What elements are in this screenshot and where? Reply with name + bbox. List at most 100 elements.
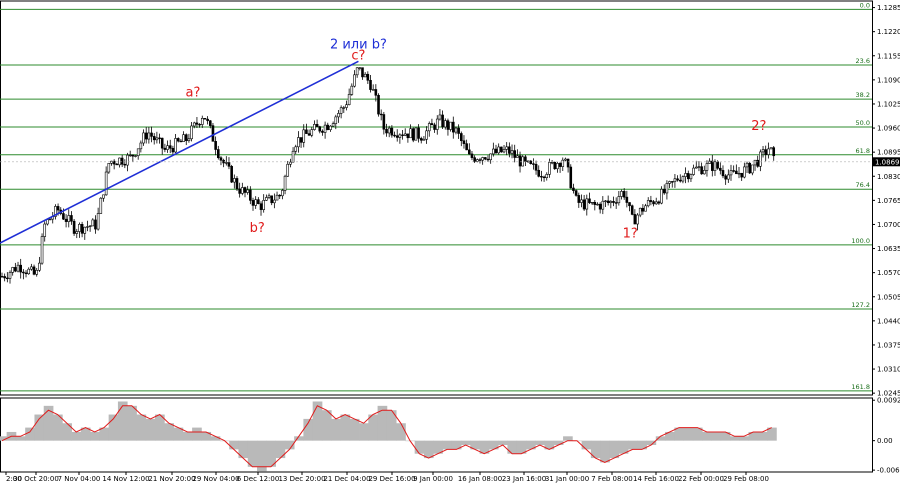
oscillator-bar [71,431,82,441]
candle-body [387,127,391,134]
candle [646,197,650,208]
candle-body [724,175,727,180]
candle-body [652,201,655,205]
oscillator-bar [34,414,45,441]
candle [64,214,68,228]
candle [606,195,610,206]
candle [203,118,207,120]
candle-body [545,174,549,179]
candle-body [371,89,375,91]
candle-body [313,124,316,130]
candle-body [233,178,236,183]
candle [0,272,4,278]
candle [155,131,159,144]
candle [617,191,621,206]
candle-body [147,132,151,140]
candle-body [115,163,119,166]
candle [329,125,332,132]
candle [225,156,228,166]
price-tick-label: 1.1220 [877,28,900,36]
candle-body [3,276,6,279]
candle-body [326,124,330,131]
candle-body [518,155,522,167]
candle-body [422,138,426,141]
candle-body [104,171,108,196]
candle [577,192,581,208]
candle-body [585,198,589,210]
candle [120,154,124,168]
candle [342,105,346,113]
candle-body [155,137,159,141]
candle [759,149,762,172]
price-tick-label: 1.1155 [877,52,900,60]
candle-body [259,203,263,210]
candle [334,114,338,130]
candle-body [767,148,770,155]
candle [601,196,605,215]
candle [433,122,436,133]
oscillator-bar [600,440,610,463]
candle-body [743,166,746,178]
oscillator-bar [247,440,258,467]
candle [238,182,241,198]
candle [694,160,698,169]
candle-body [321,130,324,133]
candle [70,211,73,225]
candle-body [350,85,354,95]
oscillator-bar [377,405,388,441]
oscillator-signal-line [1,405,772,468]
candle-body [516,155,519,158]
candle-body [476,159,479,162]
candle-body [433,124,436,130]
candle-body [414,127,418,141]
price-tick-label: 1.0960 [877,125,900,133]
candle [593,200,597,211]
candle [636,213,639,231]
candle [473,155,476,164]
oscillator-bar [145,418,156,441]
candle-body [283,175,287,191]
candle-body [756,159,759,167]
candle [147,126,151,144]
candle-body [72,220,76,234]
candle [313,120,316,131]
candle-body [184,134,188,141]
candle-body [118,157,121,166]
candle [14,262,17,273]
candle [163,143,167,153]
wave-label: b? [250,221,265,236]
candle [131,154,135,163]
candle-body [702,170,706,175]
candle-body [208,120,212,126]
oscillator-bar [637,440,647,450]
candle [118,157,121,168]
candle [561,157,565,172]
candle-body [468,149,471,155]
candle [139,140,143,153]
candle [430,118,434,126]
candle [166,140,169,153]
oscillator-bar [702,431,712,441]
oscillator-bar [757,431,768,441]
candle [652,199,655,207]
fib-level-label: 76.4 [856,181,870,189]
candle-body [668,181,671,184]
oscillator-bar [303,418,314,441]
candle [315,119,319,127]
candle [321,129,324,136]
candle-body [419,138,423,141]
candle [366,71,370,84]
candle-body [462,140,466,144]
candle-body [94,219,97,230]
oscillator-bar [767,427,777,441]
candle-body [654,201,658,205]
candle [11,266,14,276]
candle [190,121,193,142]
candle-body [753,159,757,166]
candle-body [604,200,607,202]
price-tick-label: 1.0440 [877,317,900,325]
candle [745,161,749,173]
candle-body [508,146,511,154]
candle [644,203,647,212]
candle-body [580,199,583,203]
